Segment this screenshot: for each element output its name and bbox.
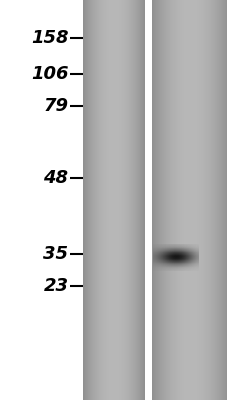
Text: 79: 79 bbox=[43, 97, 68, 115]
Text: 158: 158 bbox=[31, 29, 68, 47]
Text: 48: 48 bbox=[43, 169, 68, 187]
Text: 35: 35 bbox=[43, 245, 68, 263]
Text: 106: 106 bbox=[31, 65, 68, 83]
Bar bbox=[144, 0, 151, 400]
Text: 23: 23 bbox=[43, 277, 68, 295]
